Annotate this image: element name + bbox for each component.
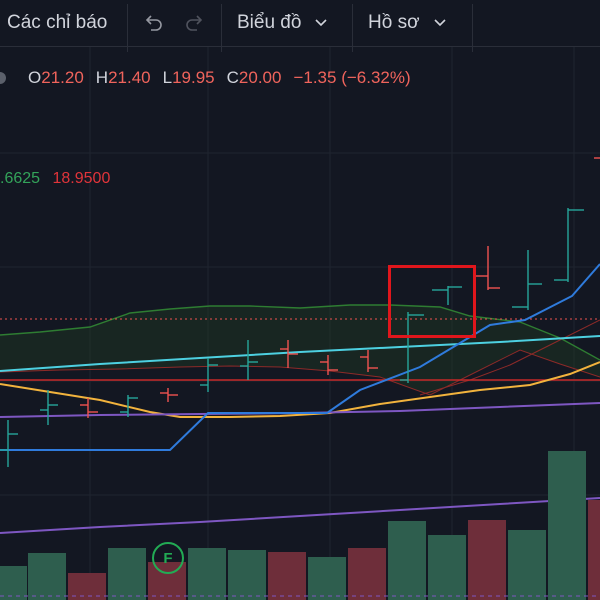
volume-ma-purple-line <box>0 497 600 534</box>
ohlc-bar <box>554 208 584 282</box>
low-label: L <box>162 68 173 87</box>
ohlc-bar <box>400 312 424 383</box>
volume-bar <box>28 553 66 600</box>
chart-menu-button[interactable]: Biểu đồ <box>237 0 328 46</box>
toolbar-divider <box>472 4 473 52</box>
ohlc-bar <box>120 395 138 417</box>
chevron-down-icon <box>315 19 328 27</box>
cloud-upper-line <box>0 304 600 361</box>
highlight-box <box>388 265 476 338</box>
cloud-lower-line <box>0 349 600 396</box>
undo-button[interactable] <box>142 0 164 46</box>
toolbar-divider <box>221 4 222 52</box>
volume-bar <box>308 557 346 600</box>
volume-bar <box>0 566 27 600</box>
ohlc-bars <box>0 157 600 467</box>
ohlc-bar <box>280 340 298 368</box>
ohlc-bar <box>80 398 98 418</box>
profile-menu-label: Hồ sơ <box>368 12 420 33</box>
indicators-button[interactable]: Các chỉ báo <box>7 0 107 46</box>
open-value: 21.20 <box>41 68 84 87</box>
ohlc-bar <box>160 388 178 402</box>
indicator-value-red: 18.9500 <box>52 170 111 187</box>
chevron-down-icon <box>433 19 446 27</box>
low-value: 19.95 <box>172 68 215 87</box>
ma-yellow-line <box>0 361 600 418</box>
ohlc-bar <box>40 390 58 425</box>
redo-icon <box>186 15 203 31</box>
grid <box>0 46 600 600</box>
change-value: −1.35 (−6.32%) <box>293 68 411 87</box>
ichimoku-cloud <box>0 305 600 395</box>
ohlc-bar <box>512 250 542 310</box>
toolbar-divider <box>127 4 128 52</box>
volume-bar <box>268 552 306 600</box>
ohlc-bar <box>432 286 462 305</box>
volume-bar <box>588 500 600 600</box>
indicator-value-green: .6625 <box>0 170 41 187</box>
indicators-label: Các chỉ báo <box>7 12 108 33</box>
earnings-marker[interactable]: F <box>152 542 184 574</box>
ohlc-bar <box>476 246 500 290</box>
close-value: 20.00 <box>238 68 282 87</box>
volume-bar <box>508 530 546 600</box>
undo-icon <box>145 15 162 31</box>
chart-menu-label: Biểu đồ <box>237 12 302 33</box>
ohlc-bar <box>320 355 338 375</box>
volume-bar <box>108 548 146 600</box>
close-label: C <box>226 68 239 87</box>
redo-button[interactable] <box>184 0 206 46</box>
volume-bar <box>188 548 226 600</box>
ohlc-bar <box>0 420 18 467</box>
volume-bar <box>388 521 426 600</box>
volume-bar <box>348 548 386 600</box>
indicator-legend: .6625 18.9500 <box>0 170 110 188</box>
volume-bar <box>428 535 466 600</box>
volume-bars <box>0 451 600 600</box>
ma-cyan-line <box>0 335 600 372</box>
symbol-dot-icon <box>0 72 6 84</box>
high-value: 21.40 <box>108 68 151 87</box>
top-toolbar: Các chỉ báo Biểu đồ Hồ sơ <box>0 0 600 52</box>
volume-bar <box>228 550 266 600</box>
toolbar-divider <box>352 4 353 52</box>
ohlc-legend: O 21.20 H 21.40 L 19.95 C 20.00 −1.35 (−… <box>0 60 411 96</box>
open-label: O <box>28 68 42 87</box>
high-label: H <box>95 68 109 87</box>
volume-bar <box>548 451 586 600</box>
ohlc-bar <box>240 340 258 380</box>
ohlc-bar <box>200 358 218 392</box>
volume-bar <box>468 520 506 600</box>
profile-menu-button[interactable]: Hồ sơ <box>368 0 446 46</box>
ma-blue-line <box>0 263 600 451</box>
ohlc-bar <box>360 350 378 372</box>
cloud-lower-line-2 <box>419 319 600 396</box>
